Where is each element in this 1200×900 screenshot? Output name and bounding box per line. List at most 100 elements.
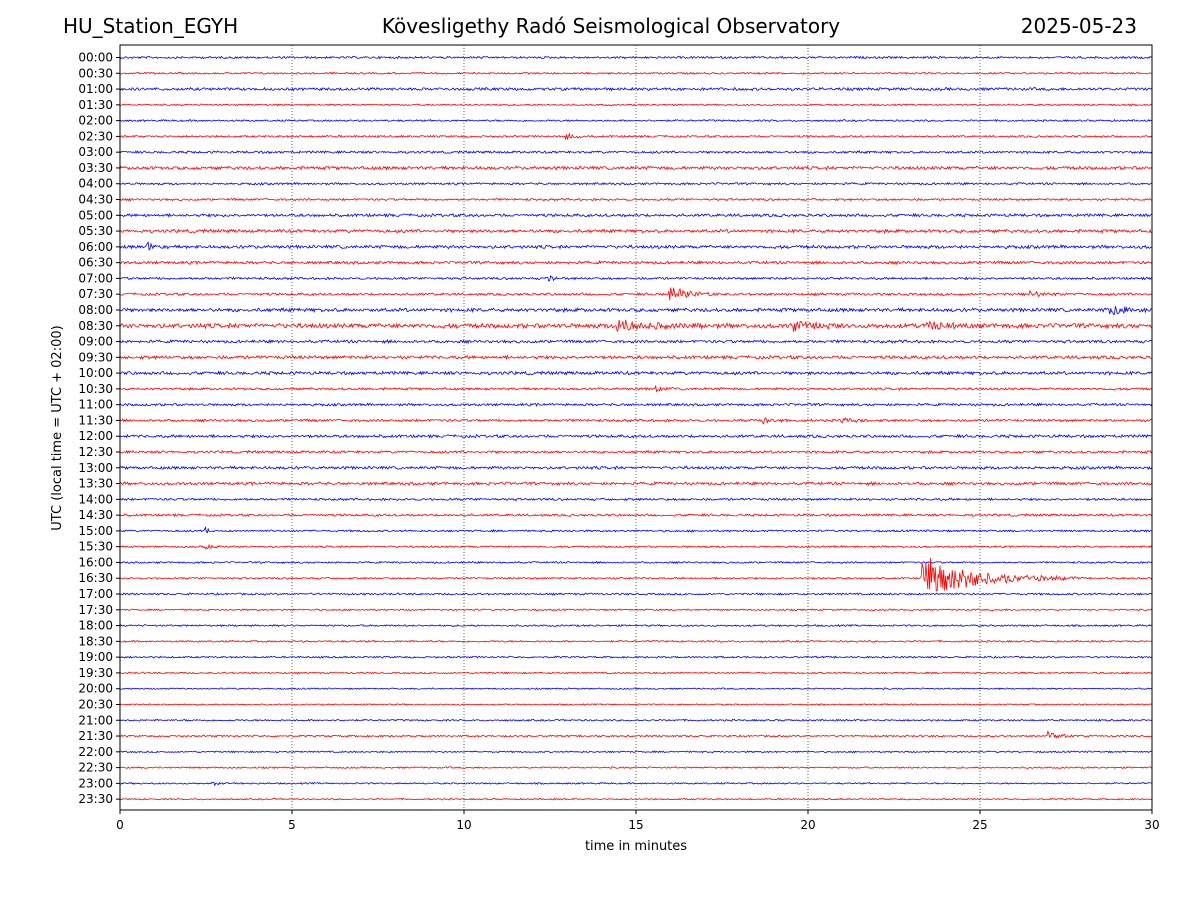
y-tick-label: 17:30	[78, 603, 113, 617]
trace-2000	[119, 687, 1153, 691]
y-tick-label: 08:30	[78, 319, 113, 333]
y-tick-label: 04:00	[78, 177, 113, 191]
y-tick-label: 16:00	[78, 555, 113, 569]
y-tick-label: 13:30	[78, 477, 113, 491]
y-tick-label: 00:30	[78, 66, 113, 80]
trace-1500	[119, 525, 1153, 534]
trace-1230	[119, 449, 1153, 455]
trace-1200	[119, 433, 1153, 439]
y-tick-label: 18:30	[78, 634, 113, 648]
x-tick-label: 25	[972, 818, 987, 832]
y-tick-label: 07:30	[78, 287, 113, 301]
y-tick-label: 01:00	[78, 82, 113, 96]
y-tick-label: 22:30	[78, 761, 113, 775]
y-axis-label: UTC (local time = UTC + 02:00)	[50, 325, 65, 530]
plot-area	[120, 45, 1152, 810]
x-tick-label: 30	[1144, 818, 1159, 832]
trace-1830	[119, 639, 1153, 643]
trace-0030	[119, 71, 1153, 75]
trace-0400	[119, 181, 1153, 186]
y-tick-label: 14:30	[78, 508, 113, 522]
y-tick-label: 20:00	[78, 682, 113, 696]
x-tick-label: 20	[800, 818, 815, 832]
trace-2200	[119, 750, 1153, 754]
trace-1030	[119, 385, 1153, 393]
trace-0600	[119, 241, 1153, 251]
y-tick-label: 12:30	[78, 445, 113, 459]
trace-2100	[119, 718, 1153, 722]
y-tick-label: 06:00	[78, 240, 113, 254]
y-tick-label: 23:30	[78, 792, 113, 806]
y-tick-label: 07:00	[78, 271, 113, 285]
trace-1530	[119, 543, 1153, 550]
y-tick-label: 16:30	[78, 571, 113, 585]
trace-1600	[119, 560, 1153, 565]
y-tick-label: 01:30	[78, 98, 113, 112]
x-tick-label: 0	[116, 818, 124, 832]
y-tick-label: 11:00	[78, 398, 113, 412]
trace-0200	[119, 118, 1153, 123]
y-tick-label: 03:00	[78, 145, 113, 159]
y-tick-label: 09:30	[78, 350, 113, 364]
chart-date: 2025-05-23	[1020, 14, 1137, 38]
y-tick-label: 18:00	[78, 619, 113, 633]
trace-1100	[119, 402, 1153, 407]
y-tick-label: 10:30	[78, 382, 113, 396]
y-tick-label: 05:30	[78, 224, 113, 238]
y-tick-label: 13:00	[78, 461, 113, 475]
x-tick-label: 15	[628, 818, 643, 832]
y-tick-label: 15:00	[78, 524, 113, 538]
y-tick-label: 08:00	[78, 303, 113, 317]
y-tick-label: 12:00	[78, 429, 113, 443]
trace-0430	[119, 197, 1153, 202]
traces	[119, 55, 1153, 801]
trace-2130	[119, 730, 1153, 739]
trace-1330	[119, 481, 1153, 487]
y-tick-label: 11:30	[78, 413, 113, 427]
trace-0900	[119, 338, 1153, 345]
y-tick-label: 19:00	[78, 650, 113, 664]
y-tick-label: 15:30	[78, 540, 113, 554]
trace-0500	[119, 212, 1153, 218]
trace-1730	[119, 608, 1153, 612]
trace-0130	[119, 103, 1153, 107]
y-tick-label: 09:00	[78, 335, 113, 349]
trace-0700	[119, 274, 1153, 282]
y-tick-label: 00:00	[78, 51, 113, 65]
trace-0300	[119, 150, 1153, 155]
trace-1300	[119, 465, 1153, 471]
trace-0830	[119, 319, 1153, 333]
trace-0630	[119, 260, 1153, 266]
y-tick-label: 20:30	[78, 697, 113, 711]
trace-0100	[119, 86, 1153, 92]
chart-title: Kövesligethy Radó Seismological Observat…	[381, 14, 841, 38]
trace-0930	[119, 354, 1153, 361]
y-tick-label: 14:00	[78, 492, 113, 506]
y-tick-label: 04:30	[78, 193, 113, 207]
y-tick-label: 17:00	[78, 587, 113, 601]
x-tick-label: 5	[288, 818, 296, 832]
trace-2330	[119, 797, 1153, 801]
x-axis: 0 5 10 15 20 25 30	[116, 810, 1160, 832]
trace-1630	[119, 557, 1153, 592]
station-name: HU_Station_EGYH	[63, 14, 239, 38]
y-tick-label: 23:00	[78, 776, 113, 790]
x-tick-label: 10	[456, 818, 471, 832]
y-tick-label: 19:30	[78, 666, 113, 680]
y-tick-label: 03:30	[78, 161, 113, 175]
trace-1130	[119, 417, 1153, 425]
trace-0230	[119, 132, 1153, 141]
y-tick-label: 21:30	[78, 729, 113, 743]
trace-0000	[119, 55, 1153, 60]
trace-0800	[119, 306, 1153, 316]
trace-1900	[119, 655, 1153, 659]
y-tick-label: 05:00	[78, 208, 113, 222]
trace-2230	[119, 766, 1153, 770]
trace-0530	[119, 228, 1153, 234]
y-tick-label: 06:30	[78, 256, 113, 270]
trace-1400	[119, 497, 1153, 502]
trace-2030	[119, 703, 1153, 706]
trace-0330	[119, 165, 1153, 171]
